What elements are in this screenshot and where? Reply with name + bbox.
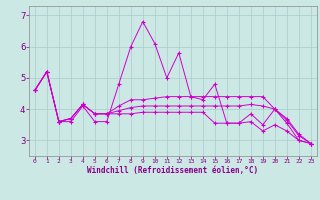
X-axis label: Windchill (Refroidissement éolien,°C): Windchill (Refroidissement éolien,°C) (87, 166, 258, 175)
